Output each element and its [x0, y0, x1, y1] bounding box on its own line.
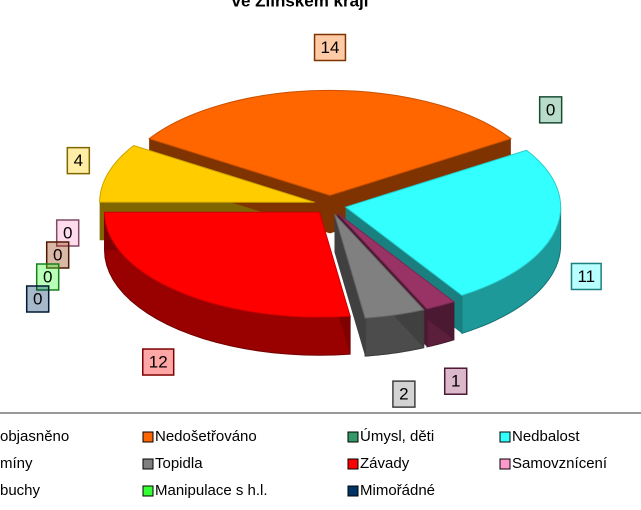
slice	[99, 144, 315, 203]
legend-label: Samovznícení	[512, 455, 608, 472]
data-label-text: 2	[399, 385, 408, 404]
data-label-text: 0	[43, 267, 52, 286]
legend-label: Mimořádné	[360, 482, 435, 499]
legend-label: objasněno	[0, 428, 69, 445]
data-label-box	[45, 241, 70, 269]
data-label: 4	[66, 146, 91, 175]
data-label-box	[35, 263, 60, 291]
chart-title: ve Zlínském kraji	[231, 0, 368, 10]
data-label-box	[538, 96, 563, 124]
data-label: 11	[570, 262, 602, 291]
slice-wall	[334, 214, 366, 357]
data-label-box	[25, 285, 50, 313]
data-label-text: 11	[577, 267, 595, 286]
data-label-box	[392, 380, 416, 408]
data-label: 1	[443, 367, 468, 395]
legend-swatch	[499, 458, 511, 470]
data-label-box	[313, 33, 347, 62]
data-label-box	[443, 367, 468, 395]
data-label-box	[570, 262, 602, 291]
legend-swatch	[347, 485, 359, 497]
data-label: 14	[313, 33, 347, 62]
legend-swatch	[347, 458, 359, 470]
pie-tops	[99, 89, 562, 319]
slice	[344, 149, 562, 296]
data-label: 0	[55, 219, 80, 247]
slice	[104, 211, 351, 318]
data-label-text: 0	[63, 223, 72, 242]
data-label: 2	[392, 380, 416, 408]
data-label-text: 0	[53, 245, 62, 264]
legend-swatch	[142, 485, 154, 497]
slice	[337, 213, 455, 310]
data-label: 0	[25, 285, 50, 313]
legend-swatch	[347, 431, 359, 443]
data-label-text: 4	[74, 151, 83, 170]
data-label-text: 0	[33, 289, 42, 308]
data-label-text: 1	[451, 372, 460, 391]
data-label-box	[66, 146, 91, 175]
legend-swatch	[142, 458, 154, 470]
legend-swatch	[499, 431, 511, 443]
data-label-text: 12	[149, 353, 168, 372]
data-label: 12	[142, 348, 175, 376]
data-label: 0	[45, 241, 70, 269]
legend-label: buchy	[0, 482, 41, 499]
legend-label: míny	[0, 455, 33, 472]
data-label-text: 0	[546, 100, 555, 119]
data-label: 0	[538, 96, 563, 124]
data-label: 0	[35, 263, 60, 291]
legend-label: Topidla	[155, 455, 203, 472]
legend-label: Nedošetřováno	[155, 428, 257, 445]
legend-label: Závady	[360, 455, 410, 472]
data-label-box	[55, 219, 80, 247]
legend-label: Úmysl, děti	[360, 428, 434, 445]
slice	[148, 89, 512, 196]
slice	[334, 213, 425, 319]
legend-swatch	[142, 431, 154, 443]
legend-label: Manipulace s h.l.	[155, 482, 268, 499]
legend-label: Nedbalost	[512, 428, 580, 445]
data-label-box	[142, 348, 175, 376]
data-label-text: 14	[321, 38, 340, 57]
